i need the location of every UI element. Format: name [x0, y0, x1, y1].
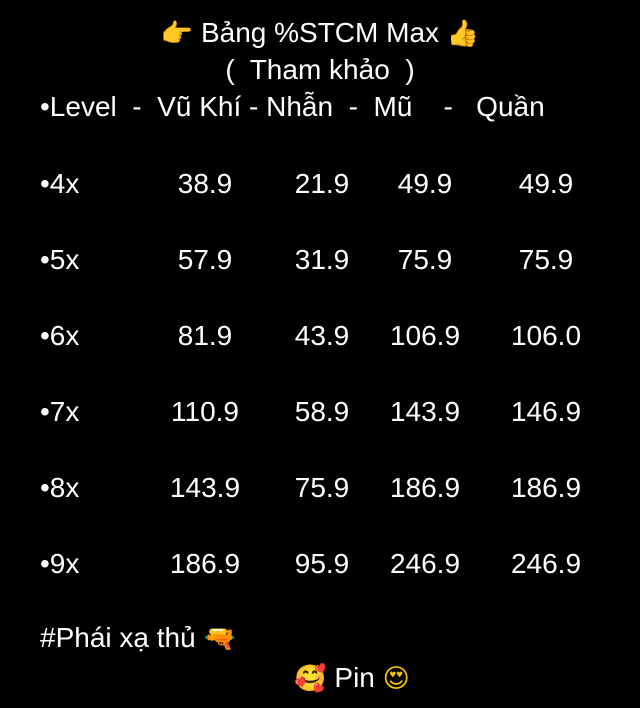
row-value: 75.9: [294, 472, 350, 503]
row-value: 38.9: [177, 168, 233, 199]
row-level: •7x: [40, 396, 80, 427]
row-value: 58.9: [294, 396, 350, 427]
hashtag: #Phái xạ thủ 🔫: [40, 622, 236, 654]
row-value: 95.9: [294, 548, 350, 579]
row-value: 43.9: [294, 320, 350, 351]
smiling-hearts-icon: 🥰: [294, 663, 327, 693]
thumbs-up-icon: 👍: [446, 18, 480, 48]
pin-text: Pin: [334, 662, 375, 693]
row-value: 143.9: [169, 472, 241, 503]
table-header: •Level - Vũ Khí - Nhẫn - Mũ - Quần: [40, 91, 545, 122]
subtitle: ( Tham khảo ): [225, 54, 415, 85]
pointing-hand-icon: 👉: [160, 18, 194, 48]
row-value: 31.9: [294, 244, 350, 275]
row-value: 75.9: [397, 244, 453, 275]
row-value: 21.9: [294, 168, 350, 199]
row-value: 49.9: [397, 168, 453, 199]
row-level: •6x: [40, 320, 80, 351]
row-value: 106.0: [510, 320, 582, 351]
row-value: 106.9: [389, 320, 461, 351]
row-value: 146.9: [510, 396, 582, 427]
row-level: •8x: [40, 472, 80, 503]
row-value: 246.9: [510, 548, 582, 579]
pin-line: 🥰 Pin 😍: [200, 662, 504, 694]
row-value: 186.9: [510, 472, 582, 503]
row-level: •9x: [40, 548, 80, 579]
hashtag-text: #Phái xạ thủ: [40, 622, 196, 653]
row-value: 110.9: [171, 396, 239, 427]
title: 👉 Bảng %STCM Max 👍: [0, 17, 640, 49]
row-value: 143.9: [389, 396, 461, 427]
row-value: 57.9: [177, 244, 233, 275]
title-text: Bảng %STCM Max: [200, 17, 440, 48]
row-value: 186.9: [169, 548, 241, 579]
row-value: 186.9: [389, 472, 461, 503]
row-value: 246.9: [389, 548, 461, 579]
row-value: 49.9: [518, 168, 574, 199]
row-level: •4x: [40, 168, 80, 199]
row-value: 81.9: [177, 320, 233, 351]
row-value: 75.9: [518, 244, 574, 275]
heart-eyes-icon: 😍: [382, 663, 410, 693]
water-gun-icon: 🔫: [203, 623, 236, 653]
row-level: •5x: [40, 244, 80, 275]
